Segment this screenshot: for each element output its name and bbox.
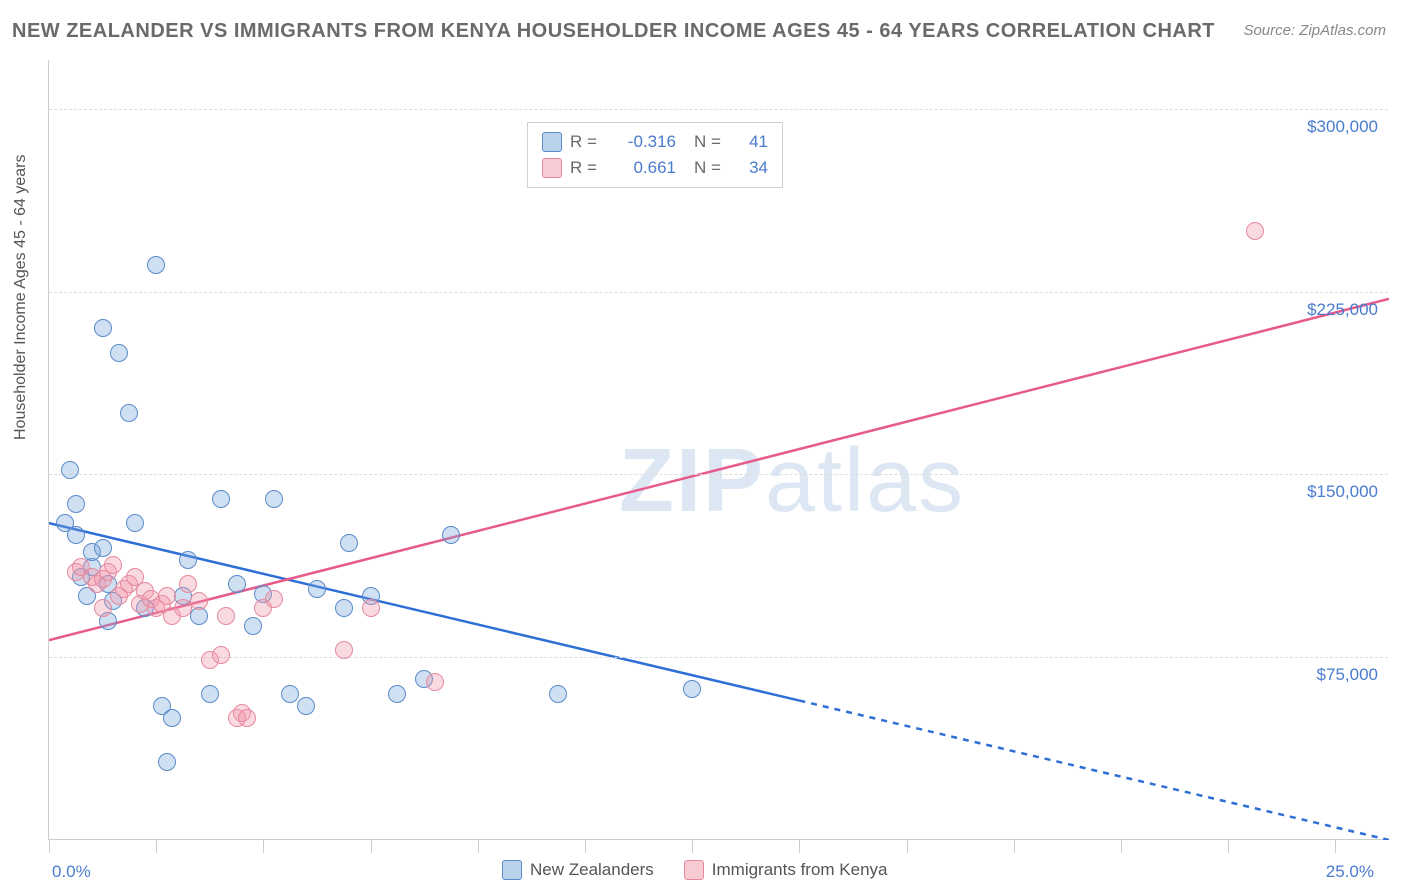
data-point — [265, 590, 283, 608]
r-value-pink: 0.661 — [612, 158, 676, 178]
n-label: N = — [694, 132, 728, 152]
data-point — [238, 709, 256, 727]
x-tick — [478, 839, 479, 853]
gridline — [49, 109, 1388, 110]
watermark-light: atlas — [765, 431, 965, 531]
data-point — [158, 753, 176, 771]
data-point — [126, 514, 144, 532]
data-point — [549, 685, 567, 703]
r-label: R = — [570, 132, 604, 152]
swatch-pink-icon — [684, 860, 704, 880]
data-point — [67, 495, 85, 513]
x-tick — [371, 839, 372, 853]
x-tick — [585, 839, 586, 853]
chart-title: NEW ZEALANDER VS IMMIGRANTS FROM KENYA H… — [12, 20, 1215, 43]
r-value-blue: -0.316 — [612, 132, 676, 152]
correlation-chart: NEW ZEALANDER VS IMMIGRANTS FROM KENYA H… — [0, 0, 1406, 892]
gridline — [49, 657, 1388, 658]
data-point — [158, 587, 176, 605]
r-label: R = — [570, 158, 604, 178]
data-point — [212, 646, 230, 664]
data-point — [244, 617, 262, 635]
x-tick — [692, 839, 693, 853]
gridline — [49, 474, 1388, 475]
y-tick-label: $300,000 — [1307, 117, 1378, 137]
data-point — [120, 404, 138, 422]
data-point — [217, 607, 235, 625]
n-value-blue: 41 — [736, 132, 768, 152]
data-point — [442, 526, 460, 544]
data-point — [94, 539, 112, 557]
watermark: ZIPatlas — [619, 430, 965, 533]
plot-area: ZIPatlas R = -0.316 N = 41 R = 0.661 N =… — [48, 60, 1388, 840]
data-point — [335, 641, 353, 659]
correlation-legend: R = -0.316 N = 41 R = 0.661 N = 34 — [527, 122, 783, 188]
data-point — [308, 580, 326, 598]
data-point — [683, 680, 701, 698]
data-point — [94, 319, 112, 337]
chart-source: Source: ZipAtlas.com — [1243, 22, 1386, 39]
data-point — [201, 685, 219, 703]
legend-row-pink: R = 0.661 N = 34 — [542, 155, 768, 181]
x-tick — [907, 839, 908, 853]
data-point — [265, 490, 283, 508]
swatch-blue-icon — [542, 132, 562, 152]
swatch-blue-icon — [502, 860, 522, 880]
n-label: N = — [694, 158, 728, 178]
x-axis-max-label: 25.0% — [1326, 862, 1374, 882]
data-point — [61, 461, 79, 479]
y-axis-label: Householder Income Ages 45 - 64 years — [12, 155, 30, 441]
data-point — [147, 256, 165, 274]
data-point — [297, 697, 315, 715]
data-point — [228, 575, 246, 593]
y-tick-label: $225,000 — [1307, 300, 1378, 320]
x-tick — [156, 839, 157, 853]
x-axis-min-label: 0.0% — [52, 862, 91, 882]
data-point — [212, 490, 230, 508]
data-point — [340, 534, 358, 552]
x-tick — [263, 839, 264, 853]
y-tick-label: $75,000 — [1317, 665, 1378, 685]
legend-label-pink: Immigrants from Kenya — [712, 860, 888, 880]
data-point — [67, 526, 85, 544]
x-tick — [799, 839, 800, 853]
gridline — [49, 292, 1388, 293]
legend-label-blue: New Zealanders — [530, 860, 654, 880]
data-point — [426, 673, 444, 691]
x-tick — [49, 839, 50, 853]
legend-item-pink: Immigrants from Kenya — [684, 860, 888, 880]
watermark-bold: ZIP — [619, 431, 765, 531]
data-point — [94, 599, 112, 617]
x-tick — [1014, 839, 1015, 853]
data-point — [388, 685, 406, 703]
data-point — [179, 551, 197, 569]
data-point — [362, 599, 380, 617]
data-point — [281, 685, 299, 703]
x-tick — [1121, 839, 1122, 853]
legend-row-blue: R = -0.316 N = 41 — [542, 129, 768, 155]
data-point — [1246, 222, 1264, 240]
data-point — [110, 344, 128, 362]
data-point — [104, 556, 122, 574]
x-tick — [1335, 839, 1336, 853]
data-point — [163, 709, 181, 727]
n-value-pink: 34 — [736, 158, 768, 178]
data-point — [179, 575, 197, 593]
legend-item-blue: New Zealanders — [502, 860, 654, 880]
swatch-pink-icon — [542, 158, 562, 178]
series-legend: New Zealanders Immigrants from Kenya — [502, 860, 888, 880]
y-tick-label: $150,000 — [1307, 482, 1378, 502]
data-point — [335, 599, 353, 617]
data-point — [190, 592, 208, 610]
x-tick — [1228, 839, 1229, 853]
